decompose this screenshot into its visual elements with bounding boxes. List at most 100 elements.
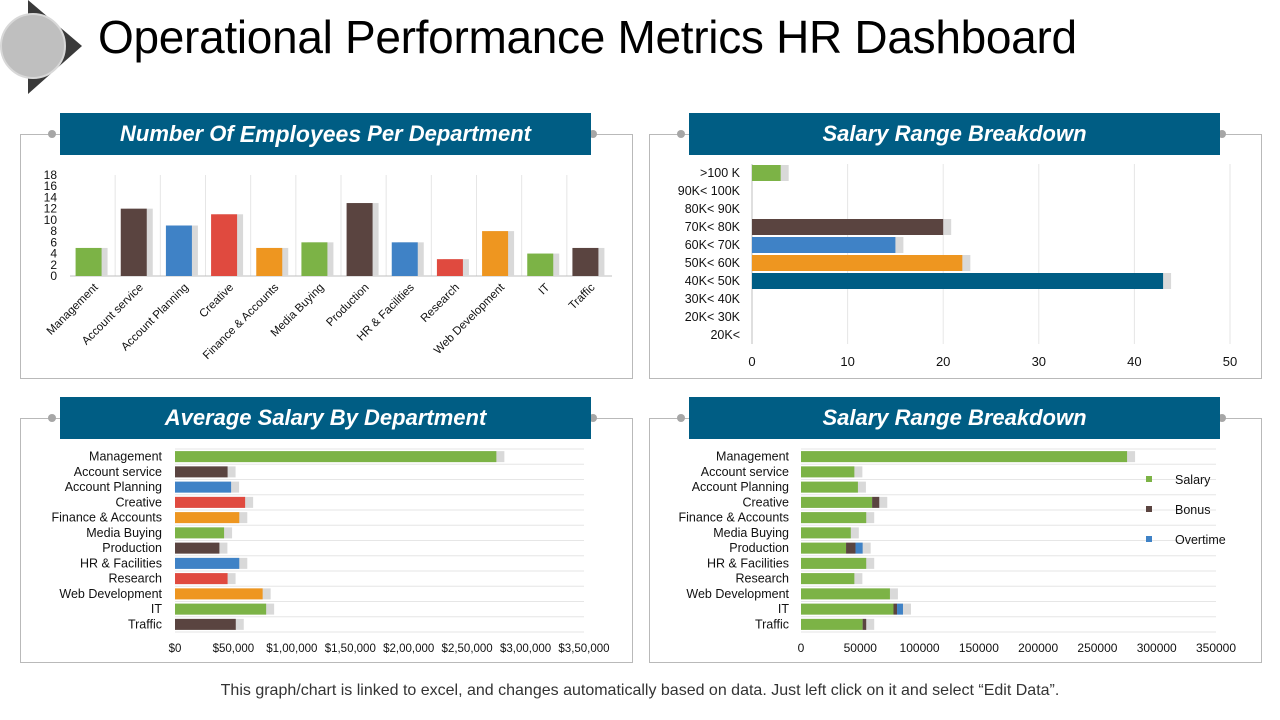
x-tick-label: 350000 [1196, 641, 1236, 655]
panel-connector-dot [589, 414, 597, 422]
y-tick-label: Account Planning [65, 480, 162, 494]
employees-title-post: Per Department [367, 121, 531, 146]
y-tick-label: Web Development [686, 587, 789, 601]
y-tick-label: 0 [50, 269, 57, 283]
x-tick-label: $0 [169, 643, 182, 655]
x-tick-label: $3,50,000 [558, 643, 609, 655]
x-tick-label: $1,50,000 [325, 643, 376, 655]
y-tick-label: Creative [115, 495, 162, 509]
x-tick-label: 100000 [900, 641, 940, 655]
y-tick-label: 40K< 50K [685, 274, 741, 288]
bar-segment [801, 573, 855, 585]
y-tick-label: 2 [50, 258, 57, 272]
y-tick-label: Production [729, 541, 789, 555]
x-tick-label: 40 [1127, 354, 1141, 369]
x-tick-label: 20 [936, 354, 950, 369]
bar-segment [801, 481, 858, 493]
bar [482, 231, 509, 276]
legend-swatch [1146, 476, 1152, 482]
y-tick-label: 8 [50, 224, 57, 238]
bar-segment [855, 542, 863, 554]
y-tick-label: Media Buying [86, 526, 162, 540]
footnote: This graph/chart is linked to excel, and… [220, 682, 1060, 699]
y-tick-label: Research [109, 572, 163, 586]
y-tick-label: 50K< 60K [685, 256, 741, 270]
bar-segment [846, 542, 856, 554]
y-tick-label: IT [151, 602, 162, 616]
y-tick-label: 30K< 40K [685, 292, 741, 306]
y-tick-label: Media Buying [713, 526, 789, 540]
y-tick-label: Account Planning [692, 480, 789, 494]
y-tick-label: Research [736, 572, 790, 586]
bar [120, 208, 147, 276]
y-tick-label: 4 [50, 247, 57, 261]
bar [346, 203, 373, 276]
y-tick-label: Management [89, 450, 162, 464]
x-tick-label: 250000 [1077, 641, 1117, 655]
bar [436, 259, 463, 276]
legend-swatch [1146, 536, 1152, 542]
bar [175, 451, 497, 463]
x-tick-label: 50 [1223, 354, 1237, 369]
x-tick-label: 30 [1032, 354, 1046, 369]
y-tick-label: Finance & Accounts [52, 511, 162, 525]
employees-chart-header: Number Of Employees Per Department [60, 113, 591, 155]
y-tick-label: HR & Facilities [80, 556, 162, 570]
y-tick-label: IT [778, 602, 789, 616]
bar [752, 237, 896, 253]
x-tick-label: 300000 [1137, 641, 1177, 655]
legend-label: Salary [1175, 473, 1211, 487]
y-tick-label: Account service [701, 465, 789, 479]
bar [301, 242, 328, 276]
bar [752, 273, 1164, 289]
bar-segment [801, 466, 855, 478]
y-tick-label: 10 [44, 213, 58, 227]
bar [175, 542, 220, 554]
bar [175, 603, 267, 615]
y-tick-label: Web Development [59, 587, 162, 601]
x-tick-label: $2,50,000 [442, 643, 493, 655]
panel-connector-dot [48, 414, 56, 422]
y-tick-label: 12 [44, 202, 58, 216]
bar [752, 219, 944, 235]
y-tick-label: >100 K [700, 166, 741, 180]
bar-segment [801, 618, 863, 630]
y-tick-label: 14 [44, 190, 58, 204]
employees-title-big: Employees [239, 120, 362, 147]
y-tick-label: Production [102, 541, 162, 555]
y-tick-label: 80K< 90K [685, 202, 741, 216]
x-tick-label: 150000 [959, 641, 999, 655]
legend-swatch [1146, 506, 1152, 512]
y-tick-label: 70K< 80K [685, 220, 741, 234]
avg-salary-header: Average Salary By Department [60, 397, 591, 439]
page-title: Operational Performance Metrics HR Dashb… [98, 11, 1077, 63]
panel-connector-dot [1218, 130, 1226, 138]
bar-segment [862, 618, 867, 630]
legend-label: Bonus [1175, 503, 1210, 517]
y-tick-label: 20K< 30K [685, 310, 741, 324]
bar-segment [893, 603, 898, 615]
panel-connector-dot [677, 130, 685, 138]
legend-label: Overtime [1175, 533, 1226, 547]
bar [175, 512, 240, 524]
y-tick-label: Finance & Accounts [679, 511, 789, 525]
x-tick-label: 200000 [1018, 641, 1058, 655]
bar-segment [801, 557, 867, 569]
bar-segment [801, 512, 867, 524]
bar [391, 242, 418, 276]
bar-segment [897, 603, 903, 615]
bar [572, 247, 599, 276]
bar [211, 214, 238, 276]
y-tick-label: 60K< 70K [685, 238, 741, 252]
bar-segment [801, 542, 847, 554]
x-tick-label: $2,00,000 [383, 643, 434, 655]
employees-title-pre: Number Of [120, 121, 234, 146]
bar-segment [801, 603, 894, 615]
bar [175, 466, 228, 478]
bar [752, 255, 963, 271]
salary-range-bottom-header: Salary Range Breakdown [689, 397, 1220, 439]
panel-connector-dot [677, 414, 685, 422]
x-tick-label: $50,000 [213, 643, 255, 655]
